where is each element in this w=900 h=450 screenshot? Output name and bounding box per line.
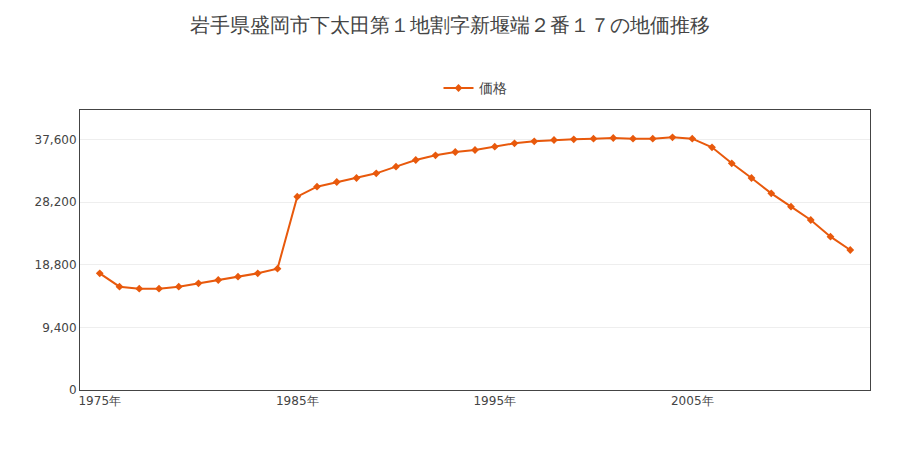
svg-text:2005年: 2005年 bbox=[671, 394, 714, 408]
svg-text:価格: 価格 bbox=[479, 80, 507, 96]
svg-text:37,600: 37,600 bbox=[35, 133, 77, 147]
svg-text:0: 0 bbox=[69, 383, 77, 397]
svg-text:1985年: 1985年 bbox=[276, 394, 319, 408]
svg-text:1975年: 1975年 bbox=[78, 394, 121, 408]
svg-text:28,200: 28,200 bbox=[35, 195, 77, 209]
svg-text:18,800: 18,800 bbox=[35, 258, 77, 272]
svg-text:9,400: 9,400 bbox=[42, 321, 76, 335]
svg-text:1995年: 1995年 bbox=[473, 394, 516, 408]
svg-text:岩手県盛岡市下太田第１地割字新堰端２番１７の地価推移: 岩手県盛岡市下太田第１地割字新堰端２番１７の地価推移 bbox=[190, 13, 710, 37]
